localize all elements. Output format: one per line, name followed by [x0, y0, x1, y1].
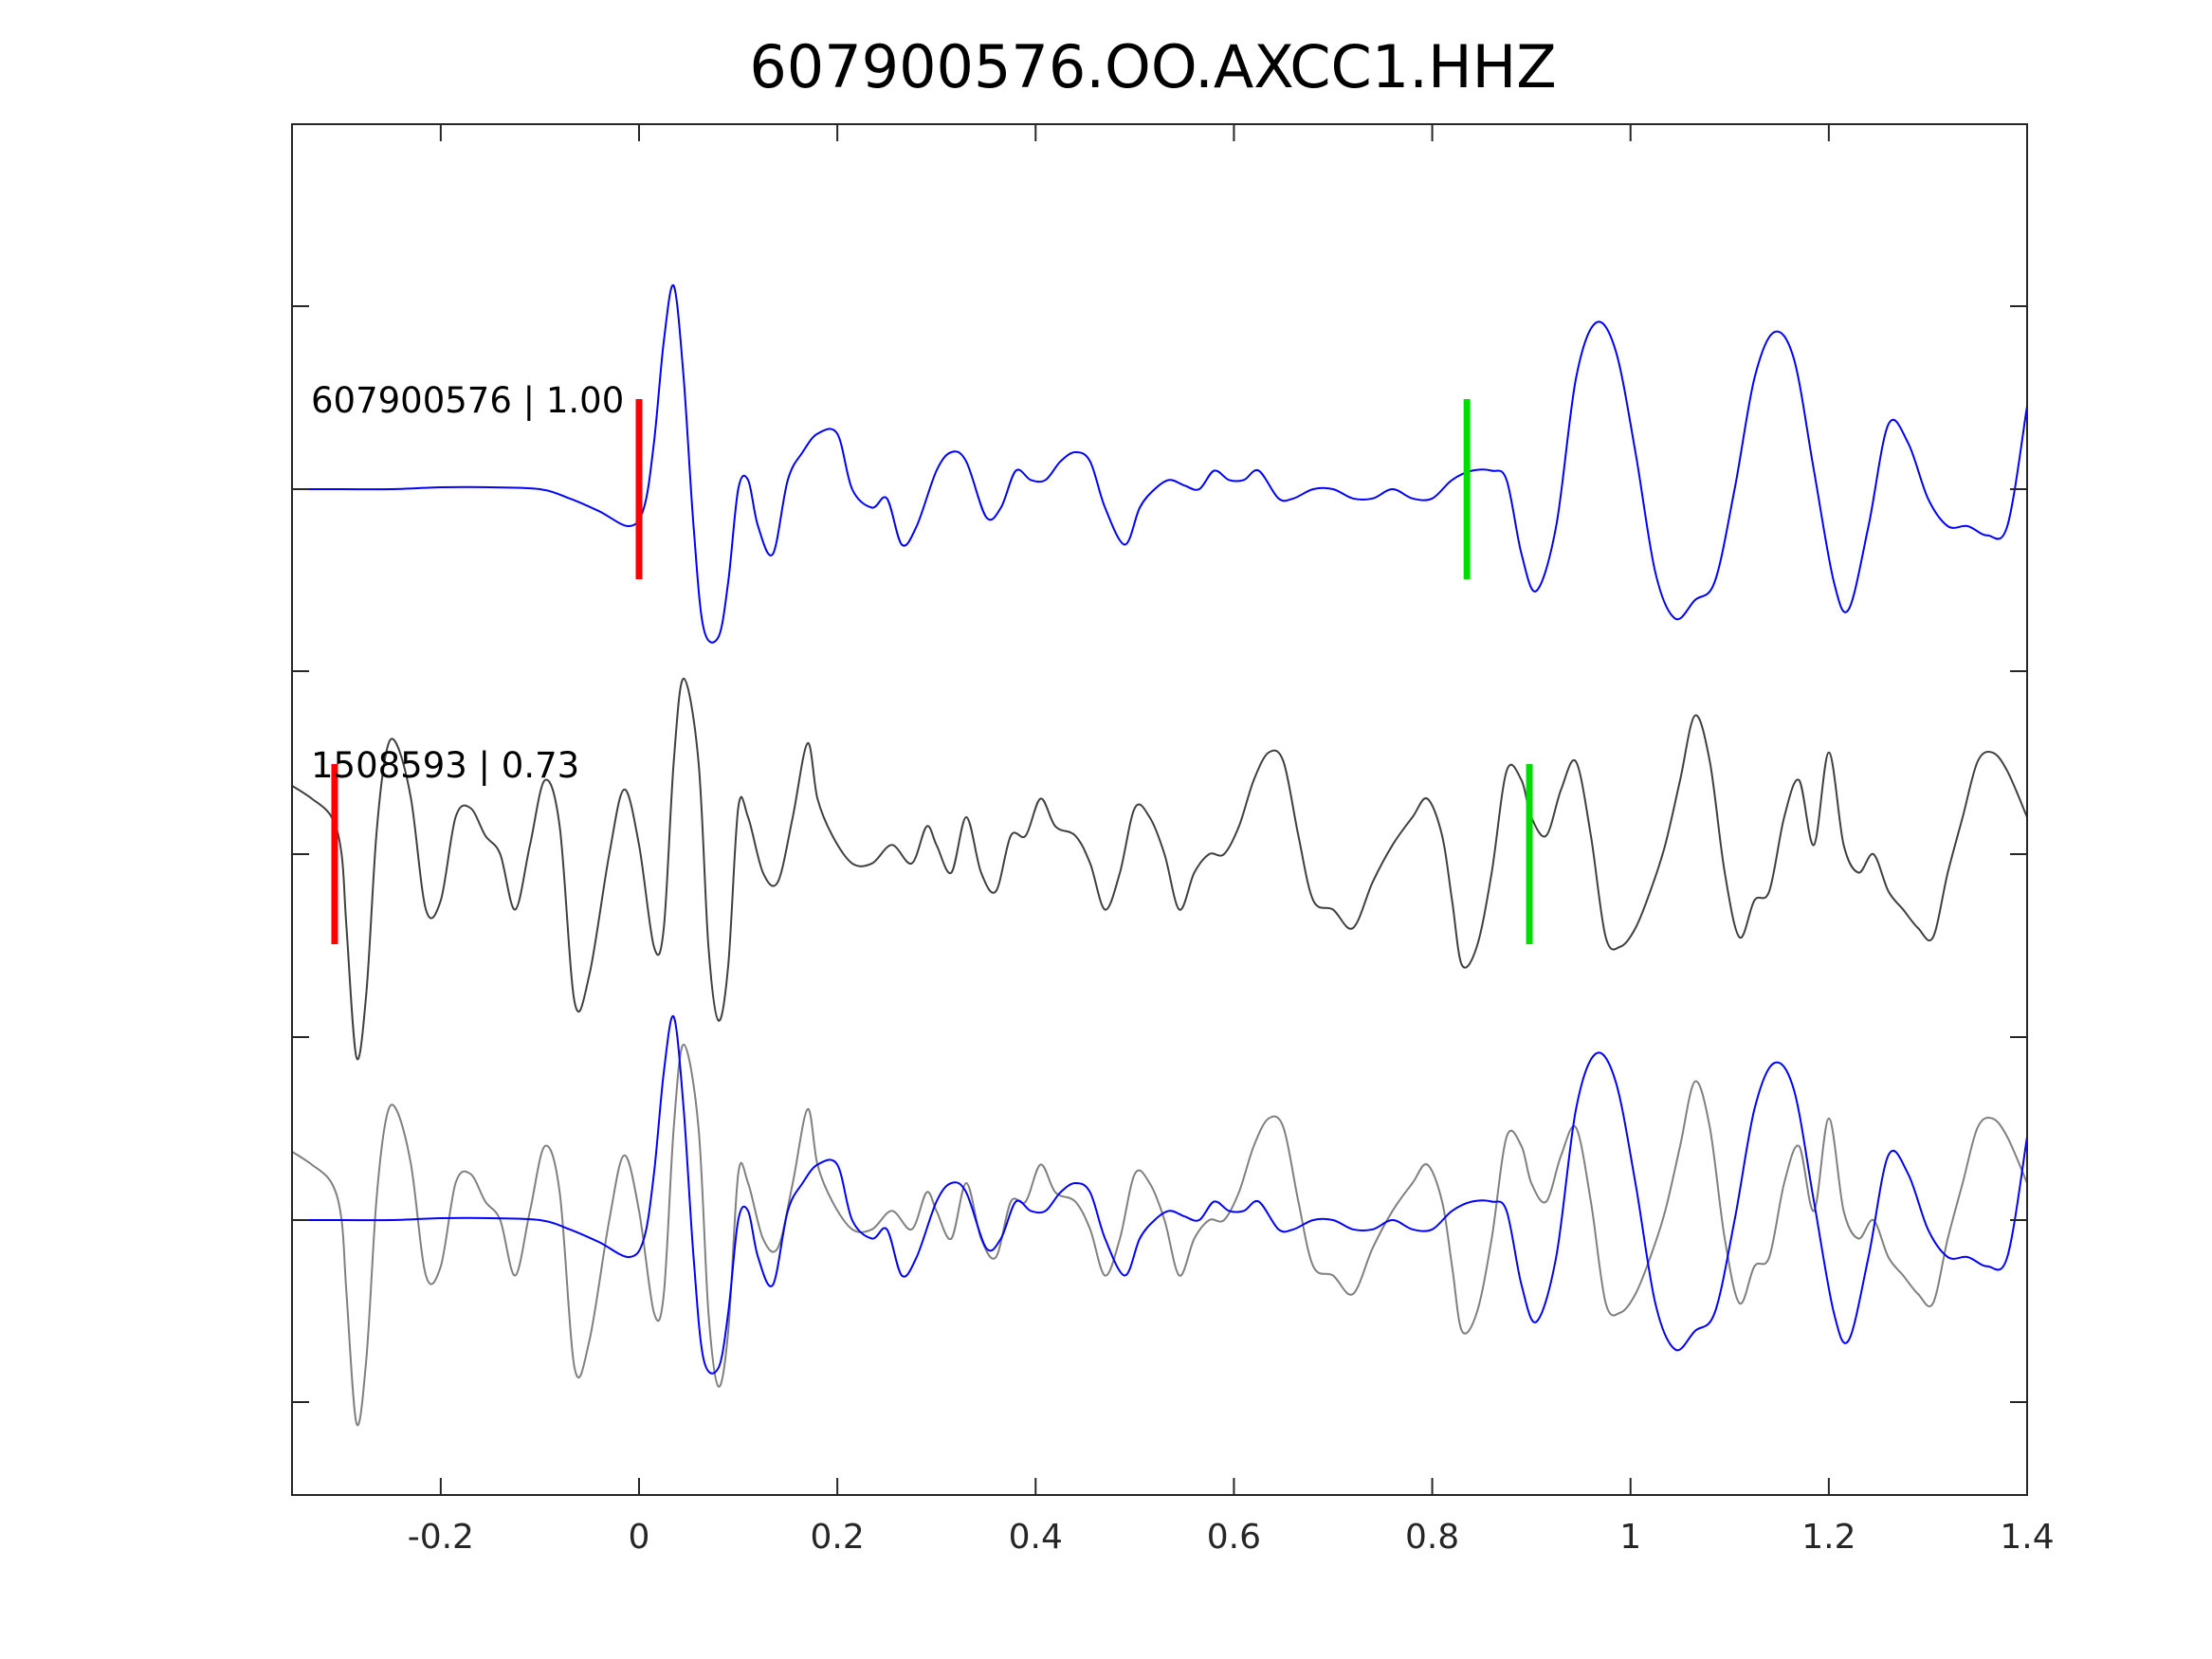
trace-template — [291, 283, 2028, 644]
trace-overlay-candidate — [291, 1043, 2028, 1427]
trace-label-2: 1508593 | 0.73 — [311, 745, 579, 786]
x-tick-label: 1.4 — [2000, 1518, 2054, 1557]
x-tick-label: -0.2 — [408, 1518, 474, 1557]
axis-ticks-group — [292, 124, 2028, 1495]
chart-title: 607900576.OO.AXCC1.HHZ — [749, 32, 1556, 101]
trace-label-1: 607900576 | 1.00 — [311, 380, 624, 421]
x-tick-label: 1.2 — [1801, 1518, 1856, 1557]
picks-group — [331, 399, 1533, 944]
x-tick-label: 0.4 — [1009, 1518, 1063, 1557]
trace-candidate — [291, 677, 2028, 1061]
x-tick-label: 0.2 — [811, 1518, 865, 1557]
plot-area-frame — [291, 123, 2028, 1496]
x-tick-label: 0.8 — [1405, 1518, 1459, 1557]
trace-overlay-template — [292, 1014, 2028, 1375]
x-tick-label: 1 — [1619, 1518, 1641, 1557]
x-tick-labels-group: -0.2 0 0.2 0.4 0.6 0.8 1 1.2 1.4 — [408, 1518, 2055, 1557]
x-tick-label: 0 — [629, 1518, 650, 1557]
x-tick-label: 0.6 — [1207, 1518, 1261, 1557]
traces-group — [291, 283, 2028, 1427]
trace-labels-group: 607900576 | 1.00 1508593 | 0.73 — [311, 380, 624, 786]
